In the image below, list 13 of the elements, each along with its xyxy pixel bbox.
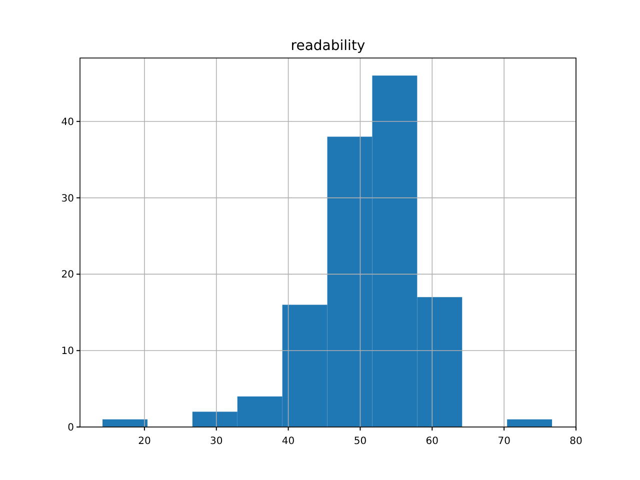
y-tick-label: 30 xyxy=(61,193,74,204)
x-tick-label: 60 xyxy=(426,436,439,447)
x-tick-label: 40 xyxy=(282,436,295,447)
x-tick-label: 70 xyxy=(498,436,510,447)
y-tick-label: 20 xyxy=(61,270,74,281)
x-tick-label: 50 xyxy=(354,436,367,447)
chart-title: readability xyxy=(290,38,366,54)
x-tick-label: 30 xyxy=(210,436,223,447)
y-tick-label: 40 xyxy=(61,116,74,128)
y-tick-label: 10 xyxy=(61,346,74,358)
y-tick-label: 0 xyxy=(68,422,74,434)
x-tick-label: 20 xyxy=(138,436,151,447)
x-tick-label: 80 xyxy=(570,436,582,447)
